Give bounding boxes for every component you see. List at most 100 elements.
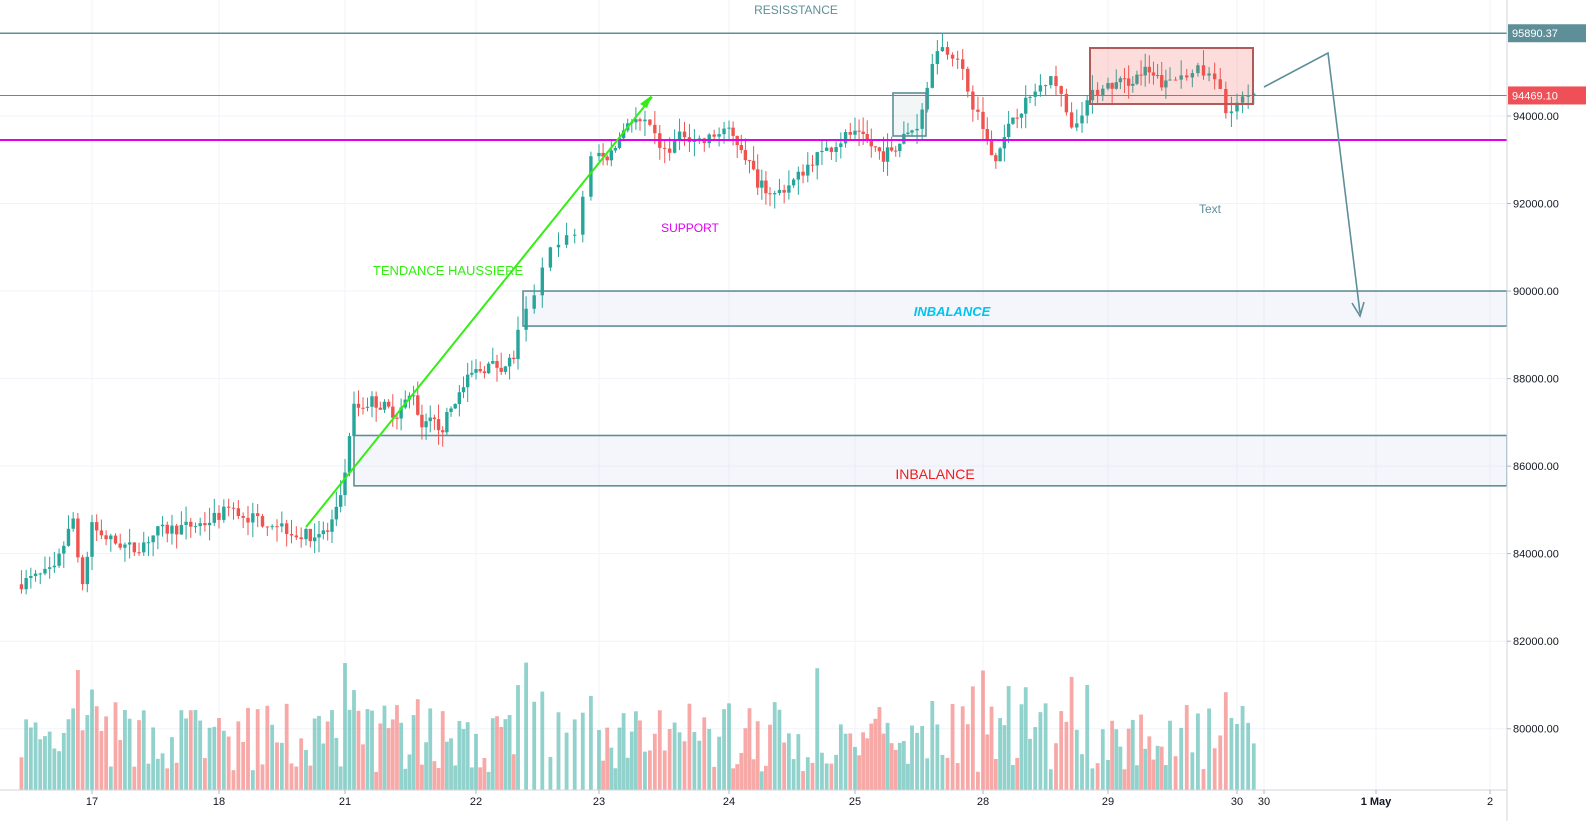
volume-bar — [621, 713, 626, 790]
volume-bar — [212, 726, 217, 790]
candle-body — [1054, 76, 1058, 87]
candle-body — [930, 64, 934, 88]
volume-bar — [207, 727, 212, 790]
candle-body — [294, 535, 299, 538]
volume-bar — [652, 733, 657, 790]
candle-body — [312, 537, 317, 542]
candle-body — [499, 367, 503, 372]
volume-bar — [347, 709, 352, 790]
candle-body — [861, 131, 865, 135]
volume-bar — [532, 701, 537, 790]
candle-body — [391, 406, 395, 418]
volume-bar — [260, 764, 265, 790]
volume-bar — [1212, 748, 1217, 790]
volume-bar — [751, 759, 756, 790]
y-axis[interactable]: 80000.00 82000.00 84000.00 86000.00 88000.00… — [1506, 0, 1586, 821]
volume-bar — [796, 734, 801, 790]
volume-bar — [838, 724, 843, 790]
candle-body — [95, 522, 99, 531]
candle-body — [768, 193, 772, 195]
candle-body — [829, 147, 834, 153]
volume-bar — [906, 763, 910, 790]
candle-body — [865, 134, 869, 141]
volume-bar — [764, 765, 768, 790]
volume-bar — [265, 705, 270, 790]
candle-body — [151, 535, 155, 543]
candle-body — [241, 516, 245, 518]
candle-body — [123, 544, 127, 548]
candle-body — [374, 396, 378, 408]
x-tick-label: 25 — [849, 796, 861, 808]
volume-bar — [38, 739, 43, 790]
candle-body — [1190, 73, 1195, 78]
volume-bar — [1246, 722, 1251, 790]
volume-bar — [33, 722, 38, 790]
volume-bar — [188, 710, 193, 790]
y-tick-label: 86000.00 — [1513, 461, 1559, 473]
candle-body — [1015, 117, 1019, 119]
volume-bar — [221, 730, 226, 790]
candle-body — [1246, 95, 1250, 97]
volume-bar — [638, 720, 642, 790]
candle-body — [621, 130, 626, 139]
volume-bar — [511, 754, 516, 790]
volume-bar — [457, 721, 462, 790]
candle-body — [764, 180, 768, 194]
volume-bar — [772, 702, 777, 790]
candle-body — [461, 387, 466, 393]
candle-body — [751, 160, 756, 170]
candle-body — [486, 363, 491, 374]
candle-body — [1085, 100, 1089, 116]
volume-bar — [857, 755, 861, 790]
candle-body — [395, 417, 399, 419]
candle-body — [1114, 82, 1118, 89]
volume-bar — [786, 733, 791, 790]
candle-body — [80, 557, 85, 585]
volume-bar — [820, 752, 824, 790]
volume-bar — [540, 691, 545, 790]
volume-bar — [873, 718, 878, 790]
candle-body — [597, 152, 601, 157]
candle-body — [1240, 96, 1245, 103]
volume-bar — [378, 723, 383, 790]
candle-body — [212, 512, 216, 523]
candle-body — [85, 556, 89, 585]
candle-body — [1147, 66, 1152, 73]
volume-bar — [382, 705, 387, 790]
volume-bar — [503, 719, 508, 790]
volume-bar — [935, 724, 940, 790]
candle-body — [902, 133, 906, 144]
volume-bar — [165, 768, 170, 790]
volume-bar — [304, 749, 308, 790]
candle-body — [189, 521, 193, 527]
volume-bar — [893, 749, 898, 790]
candle-body — [672, 139, 677, 153]
volume-bar — [735, 764, 740, 790]
price-badge-label: 94469.10 — [1512, 90, 1558, 102]
x-axis[interactable]: 17 18 21 22 23 24 25 28 29 30 30 1 May 2 — [0, 789, 1507, 808]
volume-bar — [993, 759, 998, 790]
volume-bar — [955, 763, 960, 790]
candle-body — [478, 369, 482, 372]
volume-bar — [692, 732, 697, 790]
volume-bar — [217, 718, 221, 790]
candle-body — [193, 526, 198, 528]
volume-bar — [940, 754, 945, 790]
candle-body — [589, 156, 593, 197]
candle-body — [445, 411, 449, 433]
y-tick-label: 82000.00 — [1513, 636, 1559, 648]
volume-bar — [444, 741, 449, 790]
volume-bar — [170, 737, 174, 790]
candle-body — [801, 171, 805, 176]
candle-body — [877, 147, 882, 152]
candle-body — [727, 127, 731, 129]
candle-body — [308, 528, 313, 542]
candle-body — [76, 518, 80, 558]
candle-body — [989, 139, 994, 156]
candle-body — [109, 535, 113, 540]
volume-bar — [57, 751, 61, 790]
volume-bar — [915, 732, 919, 790]
volume-bar — [1155, 745, 1160, 790]
